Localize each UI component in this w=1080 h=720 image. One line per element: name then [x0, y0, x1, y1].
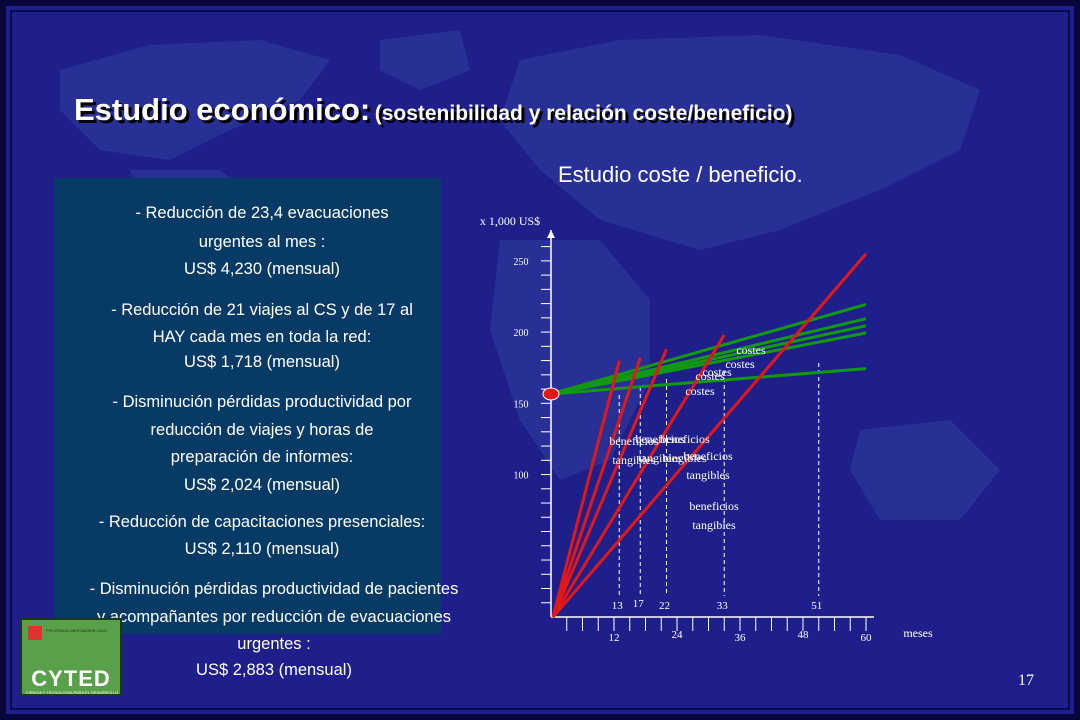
- benefit-label: tangibles: [686, 468, 730, 482]
- savings-text-line: US$ 2,110 (mensual): [184, 540, 340, 558]
- logo-word: CYTED: [31, 666, 111, 691]
- benefit-label: beneficios: [683, 449, 733, 463]
- slide-title-subtitle: (sostenibilidad y relación coste/benefic…: [374, 102, 793, 125]
- chart-title: Estudio coste / beneficio.: [558, 162, 803, 187]
- benefit-series-line: [551, 360, 621, 618]
- cost-series-line: [550, 303, 867, 396]
- x-tick-label: 12: [609, 632, 620, 644]
- savings-text-line: - Reducción de 21 viajes al CS y de 17 a…: [111, 301, 413, 319]
- benefit-label: tangibles: [692, 518, 736, 532]
- crossover-label: 22: [659, 600, 670, 612]
- benefit-label: beneficios: [609, 434, 659, 448]
- x-axis-label: meses: [903, 626, 933, 640]
- savings-text-line: US$ 2,883 (mensual): [196, 661, 352, 679]
- x-tick-label: 48: [798, 629, 810, 641]
- slide-title: Estudio económico: (sostenibilidad y rel…: [74, 92, 792, 128]
- y-tick-label: 150: [514, 399, 529, 410]
- savings-text-line: y acompañantes por reducción de evacuaci…: [96, 608, 452, 626]
- cost-series-line: [550, 367, 867, 396]
- x-tick-label: 60: [861, 632, 873, 644]
- investment-marker: [542, 387, 560, 401]
- y-axis-label: x 1,000 US$: [480, 214, 540, 228]
- benefit-series-line: [551, 334, 726, 618]
- savings-text-line: US$ 4,230 (mensual): [184, 260, 340, 278]
- logo-top-text: PROGRAMA IBEROAMERICANO: [46, 628, 107, 633]
- x-tick-label: 24: [672, 629, 684, 641]
- savings-text-line: reducción de viajes y horas de: [150, 421, 374, 439]
- benefit-series-line: [551, 357, 642, 618]
- savings-text-line: urgentes al mes :: [198, 233, 326, 251]
- savings-text-line: US$ 2,024 (mensual): [184, 476, 340, 494]
- cyted-logo: PROGRAMA IBEROAMERICANO CYTED CIENCIA Y …: [20, 618, 122, 696]
- savings-text-line: - Reducción de capacitaciones presencial…: [98, 513, 426, 531]
- slide-inner-frame: [10, 10, 1070, 710]
- cost-label: costes: [685, 384, 715, 398]
- y-tick-label: 250: [514, 257, 529, 268]
- benefit-label: tangibles: [638, 451, 682, 465]
- page-number: 17: [1018, 672, 1034, 689]
- savings-text-line: - Disminución pérdidas productividad de …: [89, 580, 459, 598]
- benefit-label: tangibles: [612, 453, 656, 467]
- savings-textbox: [54, 178, 441, 634]
- cost-label: costes: [702, 365, 732, 379]
- savings-text-line: US$ 1,718 (mensual): [184, 353, 340, 371]
- savings-text-line: urgentes :: [237, 635, 311, 653]
- savings-text-line: HAY cada mes en toda la red:: [152, 328, 372, 346]
- benefit-series-line: [551, 348, 668, 618]
- savings-text-line: preparación de informes:: [170, 448, 354, 466]
- slide-title-main: Estudio económico:: [74, 92, 371, 127]
- savings-text-line: - Reducción de 23,4 evacuaciones: [135, 204, 389, 222]
- x-tick-label: 36: [735, 632, 747, 644]
- benefit-series-line: [551, 252, 868, 618]
- benefit-label: beneficios: [660, 432, 710, 446]
- cost-label: costes: [695, 369, 725, 383]
- logo-subtitle: CIENCIA Y TECNOLOGIA PARA EL DESARROLLO: [25, 690, 119, 695]
- benefit-label: beneficios: [689, 499, 739, 513]
- cost-label: costes: [725, 357, 755, 371]
- y-tick-label: 200: [514, 328, 529, 339]
- crossover-label: 17: [633, 598, 645, 610]
- cost-label: costes: [736, 343, 766, 357]
- savings-text-line: - Disminución pérdidas productividad por: [112, 393, 412, 411]
- y-axis-arrow: [547, 230, 555, 238]
- crossover-label: 33: [717, 600, 729, 612]
- benefit-label: beneficios: [635, 432, 685, 446]
- benefit-label: tangibles: [663, 451, 707, 465]
- y-tick-label: 100: [514, 471, 529, 482]
- logo-mark-icon: [28, 626, 42, 640]
- crossover-label: 51: [811, 600, 822, 612]
- crossover-label: 13: [612, 600, 624, 612]
